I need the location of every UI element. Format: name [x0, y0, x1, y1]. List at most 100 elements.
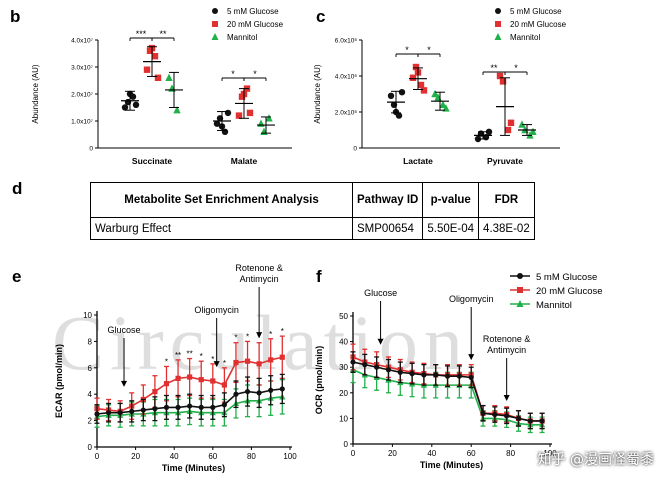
legend-label-g20: 20 mM Glucose: [510, 20, 567, 29]
x-tick-label: 20: [388, 449, 397, 458]
x-tick-label: 40: [427, 449, 436, 458]
arrow-head: [503, 395, 510, 402]
data-point-g20: [507, 119, 515, 126]
legend-marker-g20: [212, 21, 218, 27]
data-point-g5: [444, 373, 451, 379]
y-tick-label: 8: [88, 337, 93, 346]
data-point-man: [431, 89, 439, 98]
col-header-analysis: Metabolite Set Enrichment Analysis: [90, 182, 353, 218]
col-header-fdr: FDR: [478, 182, 535, 218]
legend-label-g5: 5 mM Glucose: [510, 7, 562, 16]
y-tick-label: 3.0x10⁷: [71, 65, 94, 72]
data-point-g5: [221, 402, 227, 408]
panel-label-e: e: [12, 267, 21, 286]
panel-label-c: c: [316, 7, 325, 26]
significance-stars: *: [165, 357, 168, 366]
y-tick-label: 10: [339, 414, 348, 423]
y-axis-label: ECAR (pmol/min): [54, 344, 64, 418]
x-tick-label: 100: [283, 452, 297, 461]
data-point-g20: [256, 361, 262, 367]
y-tick-label: 40: [339, 338, 348, 347]
legend-panel-f: 5 mM Glucose 20 mM Glucose Mannitol: [510, 272, 603, 311]
y-tick-label: 2.0x10⁶: [335, 110, 358, 117]
significance-stars: *: [223, 359, 226, 368]
legend-marker-g5: [517, 273, 523, 279]
treatment-annotation: Rotenone &: [235, 263, 283, 273]
data-point-g5: [387, 92, 395, 100]
data-point-g20: [233, 359, 239, 366]
data-point-man: [257, 119, 265, 127]
legend-marker-man: [211, 33, 219, 40]
data-point-g20: [163, 381, 170, 387]
table-row: Warburg Effect SMP00654 5.50E-04 4.38E-0…: [90, 217, 535, 240]
significance-stars: *: [253, 69, 257, 79]
y-tick-label: 4.0x10⁶: [335, 74, 358, 81]
data-point-g5: [362, 362, 368, 368]
data-point-g5: [385, 367, 392, 373]
data-point-g5: [409, 371, 415, 377]
y-tick-label: 0: [89, 146, 93, 153]
legend-label-g20: 20 mM Glucose: [227, 20, 284, 29]
x-tick-label: 80: [506, 449, 515, 458]
y-tick-label: 6: [88, 364, 93, 373]
data-point-g20: [496, 72, 504, 80]
significance-stars: *: [234, 334, 237, 343]
x-category-label: Lactate: [403, 156, 433, 166]
data-point-g5: [121, 104, 129, 111]
data-point-g5: [221, 128, 229, 135]
data-point-man: [168, 84, 176, 92]
legend-marker-g5: [495, 8, 501, 14]
data-point-g5: [132, 101, 140, 109]
data-point-man: [439, 100, 447, 108]
data-point-g5: [374, 364, 380, 370]
arrow-head: [256, 332, 263, 339]
legend-marker-g20: [495, 21, 501, 27]
data-point-g5: [213, 120, 221, 127]
y-tick-label: 20: [339, 389, 348, 398]
panel-label-f: f: [316, 267, 322, 286]
legend-label-man: Mannitol: [227, 33, 257, 42]
data-point-g5: [433, 372, 439, 378]
col-header-pathway-id: Pathway ID: [351, 182, 424, 218]
legend-panel-b: 5 mM Glucose 20 mM Glucose Mannitol: [211, 7, 284, 42]
data-point-g20: [154, 74, 162, 81]
data-point-g5: [117, 410, 123, 416]
panel-label-b: b: [10, 7, 20, 26]
y-tick-label: 4: [88, 390, 93, 399]
data-point-g20: [175, 375, 181, 381]
data-point-g5: [129, 408, 135, 414]
data-point-g20: [198, 377, 204, 383]
data-point-g20: [235, 112, 243, 119]
y-tick-label: 0: [344, 440, 349, 449]
data-point-g20: [499, 78, 507, 85]
legend-label-g20: 20 mM Glucose: [536, 286, 603, 297]
panel-label-d: d: [12, 179, 22, 198]
y-tick-label: 2.0x10⁷: [71, 92, 94, 99]
enrichment-table: Metabolite Set Enrichment Analysis Pathw…: [90, 182, 535, 240]
y-tick-label: 6.0x10⁶: [335, 38, 358, 45]
significance-stars: *: [231, 69, 235, 79]
significance-stars: *: [258, 334, 261, 343]
significance-stars: **: [175, 351, 181, 360]
significance-stars: **: [187, 350, 193, 359]
data-point-g5: [492, 411, 498, 418]
data-point-g5: [279, 386, 285, 392]
y-axis-label: OCR (pmol/min): [314, 346, 324, 415]
data-point-g20: [244, 358, 251, 364]
arrow-head: [377, 338, 384, 345]
treatment-annotation: Antimycin: [487, 345, 526, 355]
significance-stars: **: [159, 29, 167, 39]
cell-pathway-name: Warburg Effect: [90, 217, 353, 240]
significance-stars: *: [281, 327, 284, 336]
data-point-g20: [246, 109, 254, 117]
arrow-head: [121, 380, 128, 387]
x-axis-label: Time (Minutes): [420, 460, 483, 470]
data-point-g5: [504, 413, 510, 419]
x-tick-label: 20: [131, 452, 140, 461]
data-point-g5: [210, 404, 216, 410]
significance-stars: **: [490, 63, 498, 73]
data-point-g5: [456, 373, 462, 379]
data-point-g20: [420, 87, 428, 94]
panel-f-ocr-plot: 0 10 20 30 40 50 0 20 40 60 80 100 Time (Minutes) OCR…: [314, 288, 557, 470]
